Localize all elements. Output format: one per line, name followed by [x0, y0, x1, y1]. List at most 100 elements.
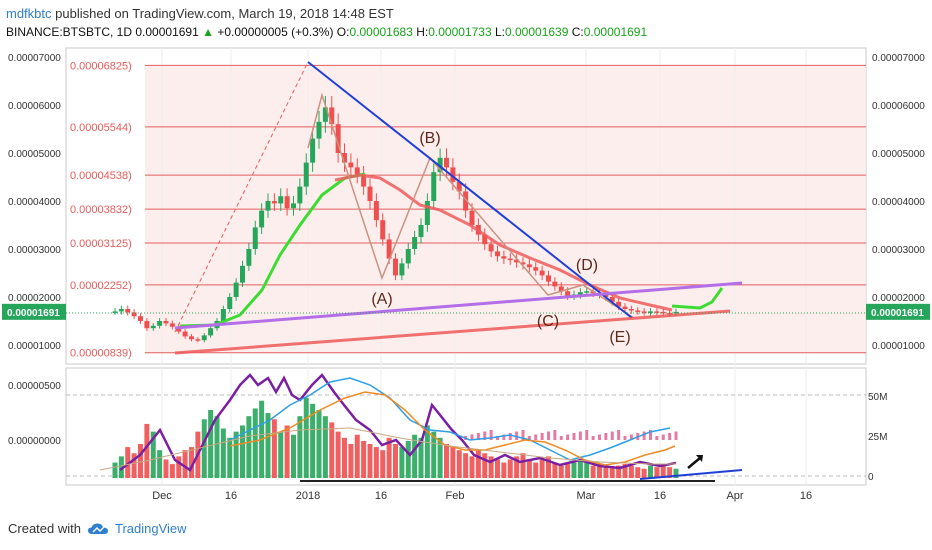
volume-bar [354, 434, 360, 478]
volume-bar [393, 444, 398, 478]
wave-label: (C) [537, 313, 559, 330]
publish-header: mdfkbtc published on TradingView.com, Ma… [6, 6, 394, 21]
candle-body [450, 167, 456, 182]
price-axis-right-label: 0.00005000 [872, 149, 925, 160]
macd-histogram-bar [483, 431, 487, 440]
volume-bar [271, 419, 277, 478]
volume-bar [291, 434, 296, 478]
candle-body [291, 203, 296, 209]
volume-bar [220, 428, 226, 478]
indicator-pane[interactable] [65, 367, 867, 486]
candle-body [558, 286, 564, 292]
candle-body [195, 339, 201, 341]
candle-body [118, 309, 124, 312]
fib-levels: 0.00006825) 0.00005544) 0.00004538) 0.00003… [70, 60, 866, 360]
candle-body [635, 310, 641, 312]
macd-histogram-bar [470, 434, 474, 440]
candle-body [418, 225, 424, 237]
volume-bar [284, 425, 290, 478]
candle-body [322, 107, 328, 122]
volume-bar [418, 437, 424, 478]
date-axis-label: 16 [654, 490, 666, 502]
volume-bar [131, 453, 137, 478]
candle-body [616, 301, 622, 307]
candle-body [514, 259, 520, 263]
volume-bar [450, 447, 456, 478]
candle-body [456, 181, 462, 192]
candle-body [284, 196, 290, 209]
volume-bar [278, 431, 284, 478]
candle-body [641, 311, 647, 313]
price-axis-right-label: 0.00002000 [872, 293, 925, 304]
price-axis-left-label: 0.00005000 [8, 149, 61, 160]
volume-bar [488, 456, 494, 478]
candle-body [399, 263, 405, 276]
candle-body [393, 258, 398, 276]
macd-histogram-bar [515, 431, 519, 440]
candle-body [469, 210, 475, 225]
fib-label: 0.00002252) [70, 280, 132, 292]
change-up-icon: ▲ [202, 25, 215, 39]
macd-histogram-bar [489, 430, 493, 440]
drawings [66, 61, 866, 355]
price-axis-left-label: 0.00007000 [8, 53, 61, 64]
candle-body [386, 239, 392, 259]
open-value: 0.00001683 [349, 25, 413, 39]
macd-histogram-bar [674, 431, 678, 440]
volume-bar [380, 450, 386, 478]
candle-body [424, 201, 430, 225]
ma-green-line [179, 172, 366, 328]
volume-bar [297, 416, 303, 478]
volume-bar [348, 444, 354, 478]
osc-purple-line [119, 373, 677, 472]
volume-bar [526, 459, 532, 478]
volume-bar [240, 425, 245, 478]
candle-body [303, 162, 309, 187]
candle-body [373, 201, 379, 221]
volume-bar [501, 462, 507, 478]
candle-body [488, 244, 494, 252]
volume-bar [150, 431, 156, 478]
volume-bar [444, 444, 449, 478]
volume-bar [648, 465, 653, 478]
author-link[interactable]: mdfkbtc [6, 6, 52, 21]
candle-body [240, 265, 245, 283]
price-axis-right-label: 0.00001000 [872, 341, 925, 352]
candle-body [316, 121, 322, 139]
created-with: Created with [8, 521, 81, 536]
volume-bar [169, 464, 175, 478]
macd-histogram-bar [572, 433, 576, 440]
volume-bar [456, 450, 462, 478]
tradingview-link[interactable]: TradingView [114, 521, 187, 536]
osc-tan-line [99, 427, 676, 471]
price-badge-left: 0.00001691 [7, 308, 60, 319]
macd-histogram-bar [547, 431, 550, 440]
ma-green-projection [671, 287, 724, 310]
volume-bar [316, 410, 322, 478]
ma-red-line [334, 173, 673, 312]
macd-histogram-bar [617, 430, 621, 440]
volume-bar [495, 459, 500, 478]
macd-histogram-bar [476, 433, 480, 440]
volume-bar [373, 447, 379, 478]
volume-bar [622, 464, 628, 478]
price-badge-right-bg [866, 303, 930, 320]
high-label: H: [416, 25, 429, 39]
date-axis-label: 16 [225, 490, 237, 502]
volume-bar [654, 467, 660, 478]
macd-histogram-bar [566, 434, 570, 440]
volume-bar [628, 465, 634, 478]
price-badge-left-bg [2, 303, 66, 320]
macd-histogram-bar [598, 434, 601, 440]
candle-body [533, 267, 539, 271]
trend-line-purple [174, 281, 743, 330]
volume-bar [138, 444, 143, 478]
publish-info: published on TradingView.com, March 19, … [55, 6, 394, 21]
macd-histogram-bar [661, 434, 665, 440]
volume-bar [437, 437, 443, 478]
volume-bar [431, 431, 437, 478]
indicator-trend-blue [639, 469, 743, 480]
up-arrow-head [696, 455, 703, 462]
volume-bar [252, 408, 258, 478]
